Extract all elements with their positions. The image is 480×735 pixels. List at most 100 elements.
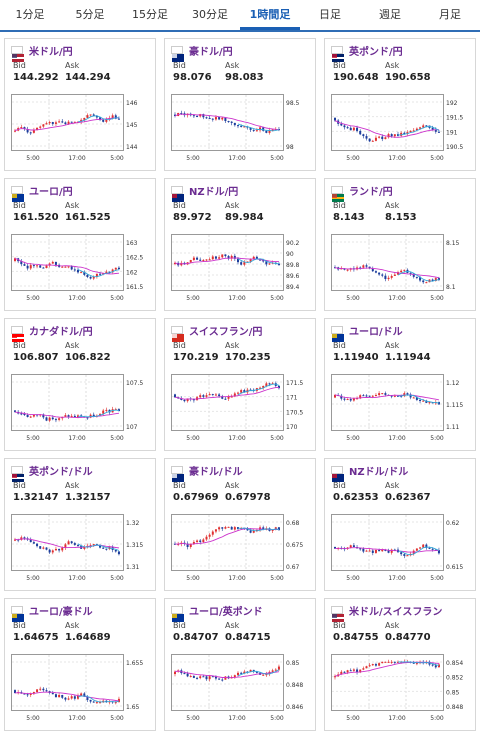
candle-body	[211, 531, 214, 535]
rate-card[interactable]: 米ドル/円 Bid Ask 144.292 144.294 146 145 144 5:00 17…	[4, 38, 156, 171]
y-tick-label: 0.85	[286, 660, 300, 667]
candle-body	[227, 256, 230, 259]
rate-card[interactable]: NZドル/ドル Bid Ask 0.62353 0.62367 0.62 0.615 5:00…	[324, 458, 476, 591]
tab-1hour[interactable]: 1時間足	[240, 0, 300, 30]
bid-label: Bid	[333, 341, 346, 350]
rate-card[interactable]: ランド/円 Bid Ask 8.143 8.153 8.15 8.1 5:00 17:00 5:0…	[324, 178, 476, 311]
candle-body	[262, 127, 265, 131]
price-chart[interactable]: 146 145 144 5:00 17:00 5:00	[11, 94, 151, 166]
candle-body	[92, 277, 95, 279]
candle-body	[42, 267, 45, 269]
candle-body	[362, 134, 365, 137]
x-tick-label: 5:00	[346, 435, 360, 442]
ask-value: 0.84715	[225, 632, 271, 643]
pair-name[interactable]: 英ポンド/円	[349, 46, 403, 58]
y-tick-label: 170.5	[286, 409, 303, 416]
tab-monthly[interactable]: 月足	[439, 8, 461, 21]
candle-body	[252, 256, 255, 260]
ask-value: 98.083	[225, 72, 264, 83]
pair-name[interactable]: NZドル/ドル	[349, 466, 409, 478]
price-chart[interactable]: 192 191.5 191 190.5 5:00 17:00 5:00	[331, 94, 471, 166]
price-chart[interactable]: 107.5 107 5:00 17:00 5:00	[11, 374, 151, 446]
tab-30min[interactable]: 30分足	[192, 8, 228, 21]
price-chart[interactable]: 90.2 90 89.8 89.6 89.4 5:00 17:00 5:00	[171, 234, 311, 306]
price-chart[interactable]: 0.85 0.848 0.846 5:00 17:00 5:00	[171, 654, 311, 726]
card-header: 英ポンド/円	[331, 43, 403, 62]
rate-card[interactable]: 英ポンド/ドル Bid Ask 1.32147 1.32157 1.32 1.315 1.31…	[4, 458, 156, 591]
tab-1min[interactable]: 1分足	[15, 8, 45, 21]
candle-body	[237, 125, 239, 127]
candle-body	[368, 266, 371, 269]
candle-body	[277, 263, 280, 266]
price-chart[interactable]: 8.15 8.1 5:00 17:00 5:00	[331, 234, 471, 306]
pair-name[interactable]: ユーロ/円	[29, 186, 73, 198]
price-chart[interactable]: 0.62 0.615 5:00 17:00 5:00	[331, 514, 471, 586]
candle-body	[102, 273, 105, 275]
x-tick-label: 5:00	[26, 155, 40, 162]
rate-card[interactable]: NZドル/円 Bid Ask 89.972 89.984 90.2 90 89.8 89.6 89…	[164, 178, 316, 311]
price-chart[interactable]: 1.655 1.65 5:00 17:00 5:00	[11, 654, 151, 726]
price-chart[interactable]: 171.5 171 170.5 170 5:00 17:00 5:00	[171, 374, 311, 446]
pair-name[interactable]: 豪ドル/ドル	[189, 466, 243, 478]
ma-line-long	[14, 117, 119, 132]
candle-body	[356, 127, 359, 131]
candle-body	[393, 395, 396, 397]
candle-body	[378, 136, 381, 138]
candle-body	[208, 394, 211, 396]
candle-body	[61, 547, 64, 551]
candle-body	[431, 127, 434, 130]
pair-name[interactable]: NZドル/円	[189, 186, 239, 198]
pair-name[interactable]: ユーロ/英ポンド	[189, 606, 263, 618]
ask-label: Ask	[225, 341, 240, 350]
rate-card[interactable]: 豪ドル/ドル Bid Ask 0.67969 0.67978 0.68 0.675 0.67 5…	[164, 458, 316, 591]
rate-card[interactable]: スイスフラン/円 Bid Ask 170.219 170.235 171.5 171 170.…	[164, 318, 316, 451]
chart-frame	[171, 514, 284, 571]
price-chart[interactable]: 1.32 1.315 1.31 5:00 17:00 5:00	[11, 514, 151, 586]
candle-body	[83, 693, 86, 697]
tab-15min[interactable]: 15分足	[132, 8, 168, 21]
rate-card[interactable]: ユーロ/円 Bid Ask 161.520 161.525 163 162.5 162 161.…	[4, 178, 156, 311]
pair-name[interactable]: 豪ドル/円	[189, 46, 233, 58]
candle-body	[271, 383, 274, 385]
price-chart[interactable]: 98.5 98 5:00 17:00 5:00	[171, 94, 311, 166]
pair-name[interactable]: 米ドル/円	[29, 46, 73, 58]
pair-name[interactable]: ランド/円	[349, 186, 393, 198]
bid-value: 190.648	[333, 72, 379, 83]
rate-card[interactable]: カナダドル/円 Bid Ask 106.807 106.822 107.5 107 5:00 1…	[4, 318, 156, 451]
candle-body	[243, 262, 246, 265]
candle-body	[67, 698, 70, 700]
candle-body	[425, 400, 428, 403]
pair-name[interactable]: 米ドル/スイスフラン	[349, 606, 443, 618]
rate-card[interactable]: 英ポンド/円 Bid Ask 190.648 190.658 192 191.5 191 190…	[324, 38, 476, 171]
candle-body	[384, 661, 387, 663]
candle-body	[70, 541, 73, 544]
flag-icon	[171, 186, 184, 202]
candle-body	[356, 398, 359, 400]
candle-body	[387, 550, 390, 553]
card-header: 米ドル/スイスフラン	[331, 603, 443, 622]
candle-body	[409, 130, 412, 133]
rate-card[interactable]: ユーロ/英ポンド Bid Ask 0.84707 0.84715 0.85 0.848 0.8…	[164, 598, 316, 731]
flag-icon	[171, 326, 184, 342]
rate-card[interactable]: 米ドル/スイスフラン Bid Ask 0.84755 0.84770 0.854 0.852…	[324, 598, 476, 731]
pair-name[interactable]: 英ポンド/ドル	[29, 466, 93, 478]
price-chart[interactable]: 163 162.5 162 161.5 5:00 17:00 5:00	[11, 234, 151, 306]
pair-name[interactable]: ユーロ/豪ドル	[29, 606, 93, 618]
price-chart[interactable]: 1.12 1.115 1.11 5:00 17:00 5:00	[331, 374, 471, 446]
x-tick-label: 5:00	[430, 575, 444, 582]
rate-card[interactable]: ユーロ/ドル Bid Ask 1.11940 1.11944 1.12 1.115 1.11 5…	[324, 318, 476, 451]
candle-body	[45, 123, 48, 125]
pair-name[interactable]: カナダドル/円	[29, 326, 93, 338]
pair-name[interactable]: スイスフラン/円	[189, 326, 263, 338]
price-chart[interactable]: 0.68 0.675 0.67 5:00 17:00 5:00	[171, 514, 311, 586]
price-chart[interactable]: 0.854 0.852 0.85 0.848 5:00 17:00 5:00	[331, 654, 471, 726]
pair-name[interactable]: ユーロ/ドル	[349, 326, 403, 338]
tab-5min[interactable]: 5分足	[75, 8, 105, 21]
rate-card[interactable]: 豪ドル/円 Bid Ask 98.076 98.083 98.5 98 5:00 17:00 5:…	[164, 38, 316, 171]
candle-body	[29, 132, 32, 134]
tab-weekly[interactable]: 週足	[379, 8, 401, 21]
rate-card[interactable]: ユーロ/豪ドル Bid Ask 1.64675 1.64689 1.655 1.65 5:00…	[4, 598, 156, 731]
tab-daily[interactable]: 日足	[319, 8, 341, 21]
candle-body	[86, 115, 89, 118]
